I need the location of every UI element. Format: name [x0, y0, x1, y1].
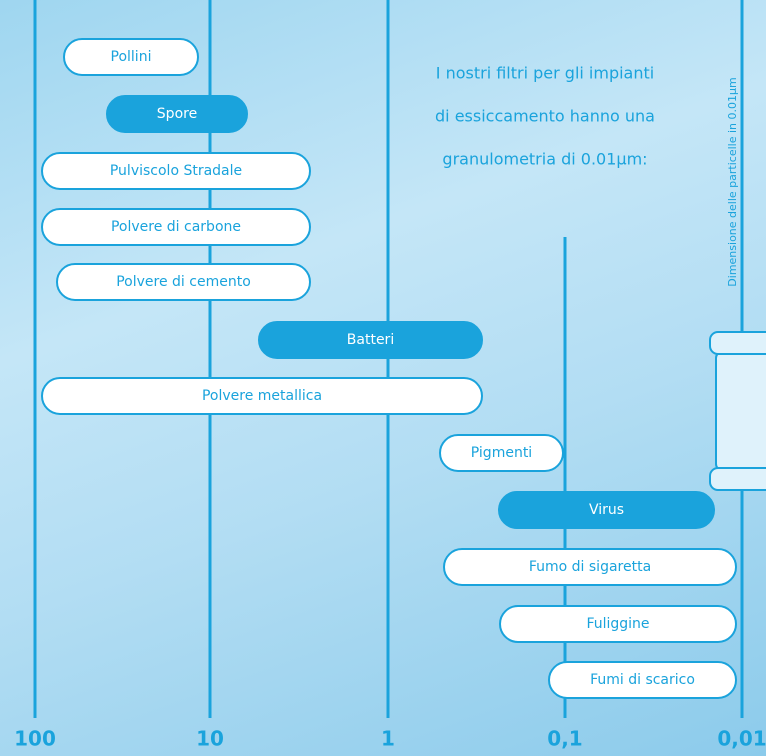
intro-text: di essiccamento hanno una: [435, 107, 655, 126]
item-pill: [41, 208, 311, 246]
item-pill: [63, 38, 199, 76]
item-label: Fuliggine: [586, 616, 649, 632]
item-label: Spore: [157, 106, 197, 122]
item-label: Virus: [589, 502, 624, 518]
item-pill: [499, 605, 737, 643]
scale-label: 0,1: [547, 727, 582, 751]
item-label: Pulviscolo Stradale: [110, 163, 242, 179]
scale-label: 100: [14, 727, 56, 751]
item-label: Polvere metallica: [202, 388, 322, 404]
intro-text: I nostri filtri per gli impianti: [436, 64, 654, 83]
intro-text: granulometria di 0.01µm:: [442, 150, 647, 169]
scale-label: 1: [381, 727, 395, 751]
item-label: Fumi di scarico: [590, 672, 695, 688]
item-pill: [498, 491, 715, 529]
item-pill: [41, 377, 483, 415]
item-label: Polvere di cemento: [116, 274, 251, 290]
item-pill: [106, 95, 248, 133]
item-label: Pollini: [111, 49, 152, 65]
item-pill: [439, 434, 564, 472]
axis-caption: Dimensione delle particelle in 0.01µm: [726, 77, 739, 286]
item-label: Fumo di sigaretta: [529, 559, 651, 575]
scale-label: 10: [196, 727, 224, 751]
item-label: Pigmenti: [471, 445, 532, 461]
item-label: Polvere di carbone: [111, 219, 241, 235]
item-pill: [41, 152, 311, 190]
item-pill: [548, 661, 737, 699]
item-label: Batteri: [347, 332, 394, 348]
item-pill: [56, 263, 311, 301]
filter-icon: [709, 331, 766, 491]
item-pill: [258, 321, 483, 359]
scale-label: 0,01: [717, 727, 766, 751]
item-pill: [443, 548, 737, 586]
